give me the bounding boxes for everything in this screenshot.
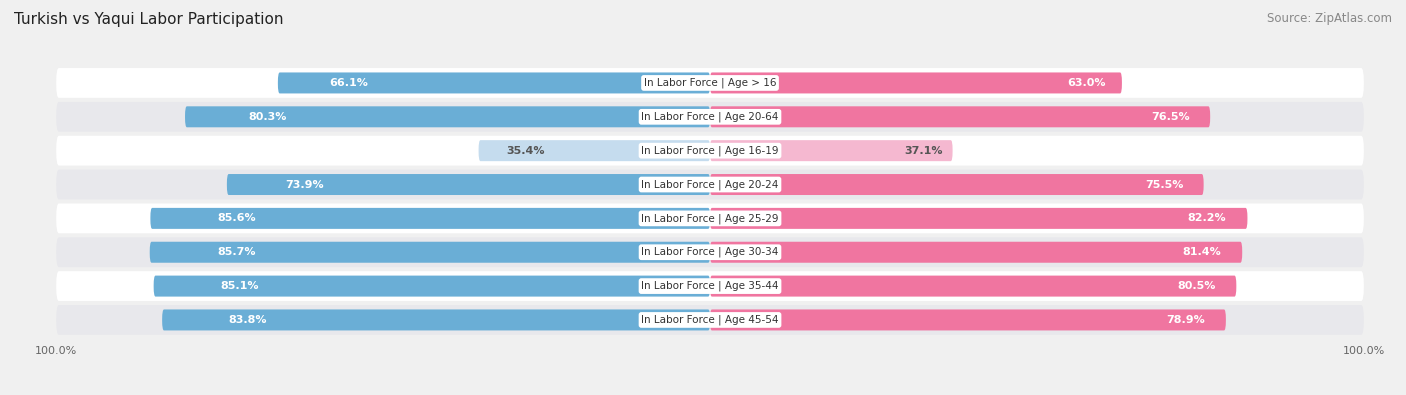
FancyBboxPatch shape bbox=[710, 276, 1236, 297]
Text: In Labor Force | Age 25-29: In Labor Force | Age 25-29 bbox=[641, 213, 779, 224]
FancyBboxPatch shape bbox=[710, 106, 1211, 127]
Text: 85.1%: 85.1% bbox=[221, 281, 259, 291]
FancyBboxPatch shape bbox=[56, 102, 1364, 132]
Text: 85.6%: 85.6% bbox=[218, 213, 256, 224]
FancyBboxPatch shape bbox=[153, 276, 710, 297]
Text: Turkish vs Yaqui Labor Participation: Turkish vs Yaqui Labor Participation bbox=[14, 12, 284, 27]
FancyBboxPatch shape bbox=[710, 174, 1204, 195]
Text: In Labor Force | Age 16-19: In Labor Force | Age 16-19 bbox=[641, 145, 779, 156]
Text: 85.7%: 85.7% bbox=[217, 247, 256, 257]
Text: 35.4%: 35.4% bbox=[506, 146, 546, 156]
Text: 66.1%: 66.1% bbox=[330, 78, 368, 88]
Text: 73.9%: 73.9% bbox=[285, 179, 323, 190]
Text: 76.5%: 76.5% bbox=[1152, 112, 1189, 122]
FancyBboxPatch shape bbox=[186, 106, 710, 127]
FancyBboxPatch shape bbox=[56, 305, 1364, 335]
Text: In Labor Force | Age 35-44: In Labor Force | Age 35-44 bbox=[641, 281, 779, 292]
Text: In Labor Force | Age 30-34: In Labor Force | Age 30-34 bbox=[641, 247, 779, 258]
Text: 80.5%: 80.5% bbox=[1177, 281, 1215, 291]
FancyBboxPatch shape bbox=[226, 174, 710, 195]
Text: In Labor Force | Age 20-64: In Labor Force | Age 20-64 bbox=[641, 111, 779, 122]
FancyBboxPatch shape bbox=[56, 68, 1364, 98]
Text: In Labor Force | Age 45-54: In Labor Force | Age 45-54 bbox=[641, 315, 779, 325]
FancyBboxPatch shape bbox=[710, 309, 1226, 331]
FancyBboxPatch shape bbox=[56, 136, 1364, 166]
Text: 83.8%: 83.8% bbox=[228, 315, 266, 325]
Text: 80.3%: 80.3% bbox=[247, 112, 287, 122]
FancyBboxPatch shape bbox=[710, 242, 1243, 263]
Text: 78.9%: 78.9% bbox=[1167, 315, 1205, 325]
Text: 63.0%: 63.0% bbox=[1067, 78, 1105, 88]
FancyBboxPatch shape bbox=[56, 169, 1364, 199]
FancyBboxPatch shape bbox=[149, 242, 710, 263]
Text: 37.1%: 37.1% bbox=[904, 146, 943, 156]
Text: Source: ZipAtlas.com: Source: ZipAtlas.com bbox=[1267, 12, 1392, 25]
Text: In Labor Force | Age 20-24: In Labor Force | Age 20-24 bbox=[641, 179, 779, 190]
FancyBboxPatch shape bbox=[150, 208, 710, 229]
FancyBboxPatch shape bbox=[710, 72, 1122, 94]
FancyBboxPatch shape bbox=[478, 140, 710, 161]
FancyBboxPatch shape bbox=[56, 271, 1364, 301]
FancyBboxPatch shape bbox=[278, 72, 710, 94]
Text: 81.4%: 81.4% bbox=[1182, 247, 1220, 257]
FancyBboxPatch shape bbox=[710, 140, 953, 161]
FancyBboxPatch shape bbox=[56, 203, 1364, 233]
Text: 82.2%: 82.2% bbox=[1187, 213, 1226, 224]
Text: In Labor Force | Age > 16: In Labor Force | Age > 16 bbox=[644, 78, 776, 88]
FancyBboxPatch shape bbox=[56, 237, 1364, 267]
Text: 75.5%: 75.5% bbox=[1146, 179, 1184, 190]
FancyBboxPatch shape bbox=[162, 309, 710, 331]
FancyBboxPatch shape bbox=[710, 208, 1247, 229]
